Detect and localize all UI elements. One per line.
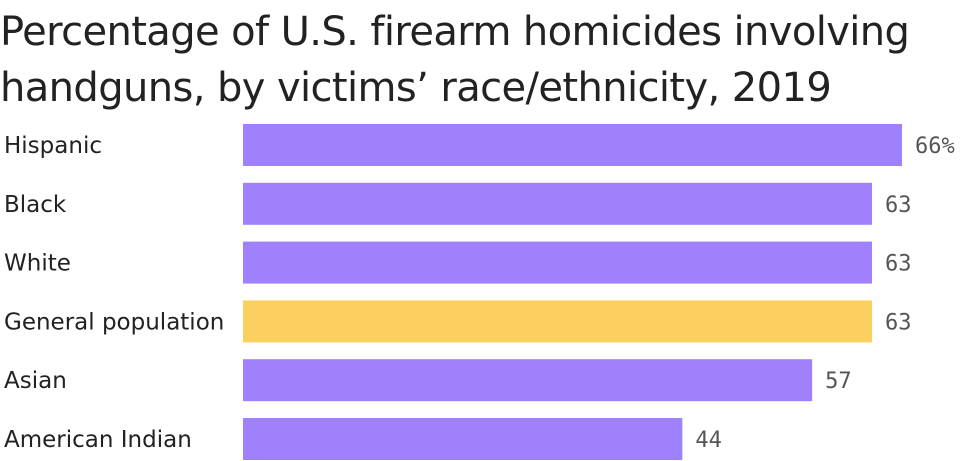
category-label-asian: Asian <box>4 368 67 394</box>
category-label-white: White <box>4 251 71 277</box>
category-label-black: Black <box>4 192 67 218</box>
bar-hispanic <box>243 124 902 166</box>
bar-black <box>243 182 873 225</box>
chart-title: Percentage of U.S. firearm homicides inv… <box>0 9 910 111</box>
value-label-general-population: 63 <box>885 310 912 335</box>
value-label-asian: 57 <box>825 369 852 394</box>
value-label-black: 63 <box>885 193 912 218</box>
value-label-white: 63 <box>885 252 912 277</box>
value-label-hispanic: 66% <box>915 134 955 159</box>
category-label-hispanic: Hispanic <box>4 133 102 159</box>
bar-white <box>243 241 873 284</box>
bar-american-indian <box>243 418 683 460</box>
bar-asian <box>243 359 813 402</box>
category-label-american-indian: American Indian <box>4 427 192 453</box>
bar-general-population <box>243 300 873 343</box>
value-label-american-indian: 44 <box>695 428 722 453</box>
category-label-general-population: General population <box>4 309 224 335</box>
